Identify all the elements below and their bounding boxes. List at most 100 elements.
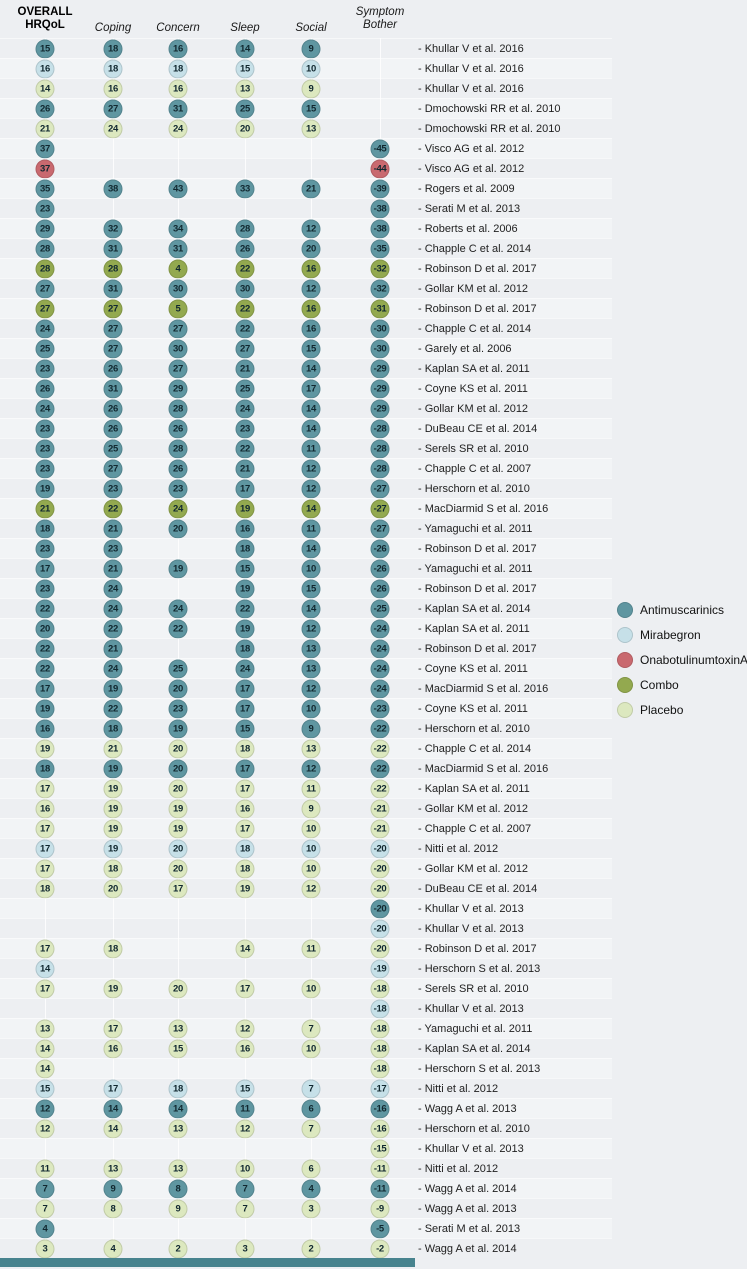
- dot-overall: 23: [35, 199, 55, 218]
- column-header-social: Social: [295, 22, 327, 34]
- study-row: 14 16 15 16 10 -18 - Kaplan SA et al. 2014: [0, 1038, 612, 1058]
- study-row: 23 23 18 14 -26 - Robinson D et al. 2017: [0, 538, 612, 558]
- dot-concern: 28: [168, 439, 188, 458]
- study-label: - Wagg A et al. 2014: [418, 1182, 517, 1195]
- dot-overall: 22: [35, 639, 55, 658]
- study-row: 22 21 18 13 -24 - Robinson D et al. 2017: [0, 638, 612, 658]
- legend-swatch-mirabegron: [617, 626, 633, 643]
- dot-sleep: 18: [235, 839, 255, 858]
- study-row: 7 8 9 7 3 -9 - Wagg A et al. 2013: [0, 1198, 612, 1218]
- dot-overall: 21: [35, 499, 55, 518]
- dot-social: 14: [301, 599, 321, 618]
- dot-bother: -18: [370, 1019, 390, 1038]
- study-label: - Rogers et al. 2009: [418, 182, 515, 195]
- dot-social: 7: [301, 1119, 321, 1138]
- study-row: 23 -38 - Serati M et al. 2013: [0, 198, 612, 218]
- dot-overall: 16: [35, 59, 55, 78]
- dot-sleep: 27: [235, 339, 255, 358]
- legend-item-antimuscarinics: Antimuscarinics: [617, 597, 747, 622]
- dot-coping: 18: [103, 859, 123, 878]
- dot-bother: -2: [370, 1239, 390, 1258]
- dot-sleep: 10: [235, 1159, 255, 1178]
- study-row: 27 27 5 22 16 -31 - Robinson D et al. 2017: [0, 298, 612, 318]
- dot-coping: 31: [103, 379, 123, 398]
- study-label: - DuBeau CE et al. 2014: [418, 422, 538, 435]
- dot-bother: -11: [370, 1179, 390, 1198]
- dot-coping: 24: [103, 119, 123, 138]
- study-row: 17 19 19 17 10 -21 - Chapple C et al. 2007: [0, 818, 612, 838]
- dot-concern: 13: [168, 1119, 188, 1138]
- dot-coping: 25: [103, 439, 123, 458]
- dot-social: 15: [301, 339, 321, 358]
- dot-social: 10: [301, 839, 321, 858]
- column-header-coping: Coping: [94, 22, 132, 34]
- dot-concern: 27: [168, 319, 188, 338]
- dot-concern: 13: [168, 1159, 188, 1178]
- dot-overall: 18: [35, 879, 55, 898]
- dot-overall: 17: [35, 819, 55, 838]
- dot-concern: 25: [168, 659, 188, 678]
- dot-overall: 35: [35, 179, 55, 198]
- dot-coping: 19: [103, 779, 123, 798]
- study-row: 19 22 23 17 10 -23 - Coyne KS et al. 2011: [0, 698, 612, 718]
- dot-concern: 13: [168, 1019, 188, 1038]
- study-row: -15 - Khullar V et al. 2013: [0, 1138, 612, 1158]
- dot-bother: -5: [370, 1219, 390, 1238]
- dot-bother: -32: [370, 259, 390, 278]
- study-label: - Dmochowski RR et al. 2010: [418, 122, 561, 135]
- dot-bother: -9: [370, 1199, 390, 1218]
- study-label: - Kaplan SA et al. 2011: [418, 622, 530, 635]
- study-label: - Herschorn S et al. 2013: [418, 1062, 541, 1075]
- dot-bother: -29: [370, 399, 390, 418]
- dot-concern: 20: [168, 519, 188, 538]
- dot-bother: -26: [370, 579, 390, 598]
- dot-bother: -16: [370, 1099, 390, 1118]
- dot-overall: 19: [35, 699, 55, 718]
- study-label: - Robinson D et al. 2017: [418, 942, 537, 955]
- study-label: - Khullar V et al. 2013: [418, 1002, 524, 1015]
- dot-overall: 22: [35, 599, 55, 618]
- dot-coping: 23: [103, 539, 123, 558]
- dot-overall: 26: [35, 379, 55, 398]
- study-label: - Khullar V et al. 2016: [418, 42, 524, 55]
- dot-concern: 23: [168, 699, 188, 718]
- dot-sleep: 25: [235, 379, 255, 398]
- dot-sleep: 21: [235, 359, 255, 378]
- dot-social: 20: [301, 239, 321, 258]
- study-row: 35 38 43 33 21 -39 - Rogers et al. 2009: [0, 178, 612, 198]
- study-row: 23 27 26 21 12 -28 - Chapple C et al. 2007: [0, 458, 612, 478]
- dot-social: 17: [301, 379, 321, 398]
- dot-grid: 15 18 16 14 9- Khullar V et al. 2016 16 18 18 15…: [0, 38, 612, 1258]
- dot-overall: 23: [35, 439, 55, 458]
- dot-social: 7: [301, 1079, 321, 1098]
- dot-social: 6: [301, 1159, 321, 1178]
- dot-coping: 18: [103, 39, 123, 58]
- dot-overall: 23: [35, 419, 55, 438]
- dot-concern: 4: [168, 259, 188, 278]
- dot-coping: 26: [103, 419, 123, 438]
- dot-social: 11: [301, 519, 321, 538]
- study-row: 16 18 19 15 9 -22 - Herschorn et al. 2010: [0, 718, 612, 738]
- dot-overall: 27: [35, 279, 55, 298]
- study-label: - Gollar KM et al. 2012: [418, 862, 529, 875]
- dot-sleep: 18: [235, 739, 255, 758]
- study-label: - Khullar V et al. 2013: [418, 1142, 524, 1155]
- dot-concern: 15: [168, 1039, 188, 1058]
- study-row: 24 27 27 22 16 -30 - Chapple C et al. 2014: [0, 318, 612, 338]
- study-label: - Chapple C et al. 2007: [418, 462, 532, 475]
- dot-coping: 22: [103, 499, 123, 518]
- dot-overall: 23: [35, 539, 55, 558]
- dot-coping: 19: [103, 759, 123, 778]
- dot-concern: 23: [168, 479, 188, 498]
- study-label: - Coyne KS et al. 2011: [418, 662, 528, 675]
- dot-overall: 13: [35, 1019, 55, 1038]
- study-label: - Nitti et al. 2012: [418, 1162, 499, 1175]
- dot-concern: 26: [168, 419, 188, 438]
- legend-item-placebo: Placebo: [617, 697, 747, 722]
- study-row: 17 19 20 17 10 -18 - Serels SR et al. 2010: [0, 978, 612, 998]
- dot-coping: 26: [103, 399, 123, 418]
- study-row: 23 26 27 21 14 -29 - Kaplan SA et al. 2011: [0, 358, 612, 378]
- study-label: - Herschorn et al. 2010: [418, 482, 530, 495]
- dot-concern: 19: [168, 559, 188, 578]
- dot-overall: 18: [35, 759, 55, 778]
